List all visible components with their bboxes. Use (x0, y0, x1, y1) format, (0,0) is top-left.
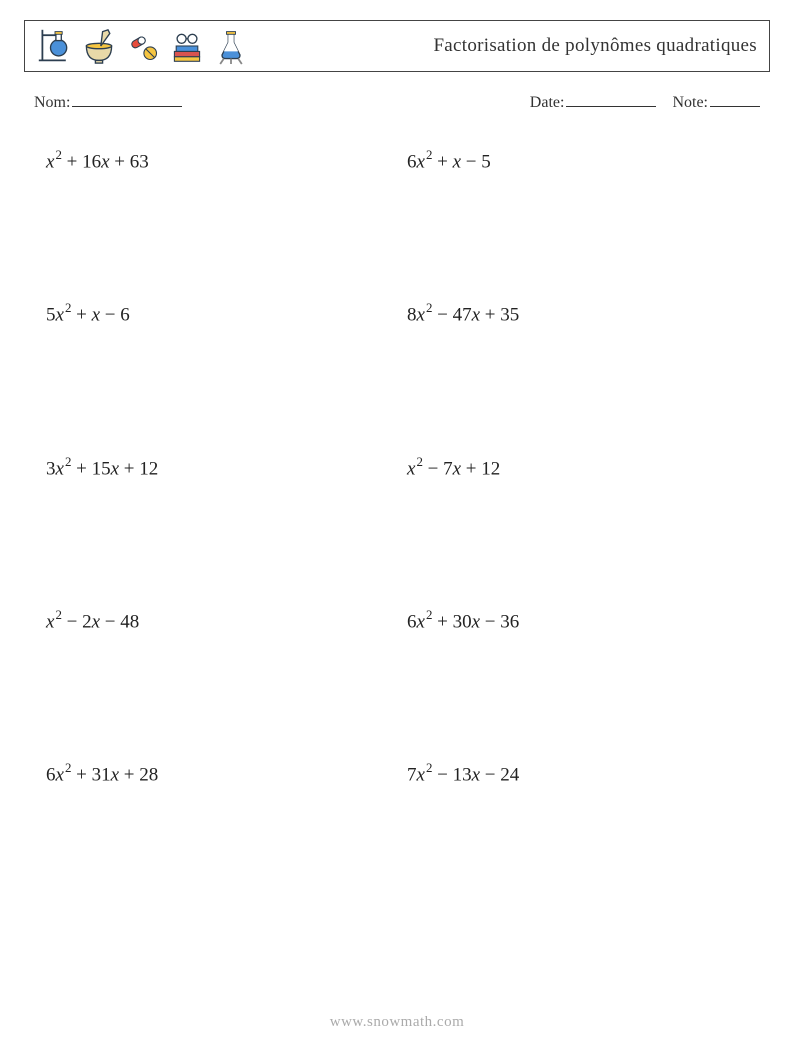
problem: 6x2 + x − 5 (407, 148, 748, 173)
note-blank (710, 106, 760, 107)
problem: 8x2 − 47x + 35 (407, 301, 748, 326)
flask-tripod-icon (213, 26, 249, 66)
date-blank (566, 106, 656, 107)
header-box: Factorisation de polynômes quadratiques (24, 20, 770, 72)
pills-icon (125, 26, 161, 66)
date-field: Date: (530, 94, 657, 112)
name-blank (72, 106, 182, 107)
meta-row: Nom: Date: Note: (34, 94, 760, 112)
note-field: Note: (672, 94, 760, 112)
problem: 6x2 + 31x + 28 (46, 761, 387, 786)
footer-watermark: www.snowmath.com (0, 1014, 794, 1031)
problem: x2 − 2x − 48 (46, 608, 387, 633)
problem: 3x2 + 15x + 12 (46, 455, 387, 480)
date-label: Date: (530, 94, 565, 111)
worksheet-title: Factorisation de polynômes quadratiques (433, 35, 757, 57)
problem: x2 + 16x + 63 (46, 148, 387, 173)
problem: x2 − 7x + 12 (407, 455, 748, 480)
problem: 5x2 + x − 6 (46, 301, 387, 326)
name-field: Nom: (34, 94, 182, 112)
header-icons (37, 26, 249, 66)
flask-stand-icon (37, 26, 73, 66)
name-label: Nom: (34, 94, 70, 111)
problem: 7x2 − 13x − 24 (407, 761, 748, 786)
mortar-icon (81, 26, 117, 66)
problems-grid: x2 + 16x + 63 6x2 + x − 5 5x2 + x − 6 8x… (46, 148, 748, 787)
problem: 6x2 + 30x − 36 (407, 608, 748, 633)
books-icon (169, 26, 205, 66)
note-label: Note: (672, 94, 708, 111)
